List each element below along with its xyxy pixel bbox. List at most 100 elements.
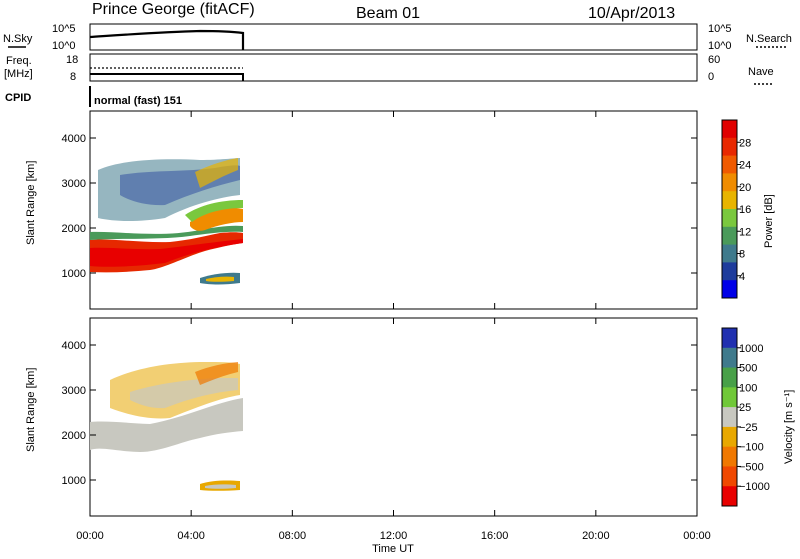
y-tick-label: 4000 bbox=[62, 133, 86, 145]
power-colorbar-tick-label: 24 bbox=[739, 160, 751, 172]
x-tick-label: 20:00 bbox=[582, 530, 610, 542]
velocity-x-ticks: 00:00 04:00 08:00 12:00 16:00 20:00 00:00 bbox=[76, 318, 711, 542]
velocity-colorbar-tick-label: 1000 bbox=[739, 343, 763, 355]
velocity-colorbar-swatch bbox=[722, 466, 737, 487]
velocity-colorbar-swatch bbox=[722, 328, 737, 349]
nsky-right-tick-bottom: 10^0 bbox=[708, 40, 732, 52]
velocity-region-mid-grey bbox=[90, 423, 150, 430]
x-tick-label: 12:00 bbox=[380, 530, 408, 542]
velocity-colorbar-tick-label: 500 bbox=[739, 363, 757, 375]
velocity-heatmap bbox=[90, 362, 243, 491]
nsky-right-label: N.Search bbox=[746, 33, 792, 45]
y-tick-label: 4000 bbox=[62, 340, 86, 352]
velocity-colorbar-tick-label: −25 bbox=[739, 422, 758, 434]
power-colorbar-swatch bbox=[722, 280, 737, 299]
nsky-left-tick-bottom: 10^0 bbox=[52, 40, 76, 52]
velocity-colorbar-swatch bbox=[722, 367, 737, 388]
power-colorbar-swatch bbox=[722, 262, 737, 281]
power-heatmap bbox=[90, 158, 243, 285]
power-ylabel: Slant Range [km] bbox=[25, 161, 37, 245]
velocity-colorbar-swatch bbox=[722, 426, 737, 448]
x-tick-label: 16:00 bbox=[481, 530, 509, 542]
velocity-colorbar-swatches bbox=[722, 328, 737, 507]
nsky-left-tick-top: 10^5 bbox=[52, 23, 76, 35]
freq-right-tick-bottom: 0 bbox=[708, 71, 714, 83]
station-title: Prince George (fitACF) bbox=[92, 1, 255, 18]
y-tick-label: 2000 bbox=[62, 430, 86, 442]
power-colorbar-tick-label: 16 bbox=[739, 204, 751, 216]
power-frame bbox=[89, 110, 698, 310]
nsky-right-tick-top: 10^5 bbox=[708, 23, 732, 35]
velocity-panel: Slant Range [km] 1000 2000 3000 4000 00:00 0… bbox=[25, 317, 711, 555]
power-colorbar-swatch bbox=[722, 226, 737, 246]
velocity-colorbar-tick-label: −100 bbox=[739, 442, 764, 454]
velocity-colorbar-ticks: 1000 500 100 25 −25 −100 −500 −1000 bbox=[737, 343, 770, 493]
y-tick-label: 2000 bbox=[62, 223, 86, 235]
freq-left-label-top: Freq. bbox=[6, 55, 32, 67]
velocity-colorbar-swatch bbox=[722, 486, 737, 507]
power-x-ticks bbox=[89, 111, 698, 309]
nsky-curve bbox=[89, 29, 245, 50]
nave-label: Nave bbox=[748, 66, 774, 78]
velocity-colorbar-frame bbox=[721, 327, 738, 507]
power-colorbar-swatch bbox=[722, 209, 737, 228]
cpid-label: CPID bbox=[5, 92, 31, 104]
freq-left-tick-bottom: 8 bbox=[70, 71, 76, 83]
velocity-colorbar-swatch bbox=[722, 407, 737, 428]
y-tick-label: 1000 bbox=[62, 475, 86, 487]
power-colorbar-swatch bbox=[722, 155, 737, 174]
velocity-colorbar-swatch bbox=[722, 347, 737, 369]
velocity-region-scatter-grey bbox=[130, 378, 238, 409]
power-colorbar-swatch bbox=[722, 244, 737, 263]
velocity-y-ticks: 1000 2000 3000 4000 bbox=[62, 340, 697, 487]
power-region-scatter-top bbox=[195, 158, 238, 188]
cpid-value: normal (fast) 151 bbox=[94, 95, 182, 107]
nsky-left-label: N.Sky bbox=[3, 33, 33, 45]
power-colorbar-tick-label: 20 bbox=[739, 182, 751, 194]
power-colorbar: 4 8 12 16 20 24 28 Power [dB] bbox=[721, 119, 775, 299]
velocity-colorbar-swatch bbox=[722, 446, 737, 467]
x-tick-label: 08:00 bbox=[279, 530, 307, 542]
nsky-frame bbox=[89, 23, 698, 51]
power-region-low-patch-core bbox=[206, 276, 234, 282]
velocity-colorbar-swatch bbox=[722, 387, 737, 408]
freq-right-tick-top: 60 bbox=[708, 54, 720, 66]
freq-panel: Freq. [MHz] 18 8 60 0 Nave bbox=[4, 53, 774, 85]
velocity-colorbar-tick-label: −500 bbox=[739, 461, 764, 473]
power-panel: Slant Range [km] 1000 2000 3000 4000 bbox=[25, 110, 698, 310]
y-tick-label: 1000 bbox=[62, 268, 86, 280]
power-y-ticks: 1000 2000 3000 4000 bbox=[62, 133, 697, 280]
power-colorbar-tick-label: 8 bbox=[739, 249, 745, 261]
velocity-ylabel: Slant Range [km] bbox=[25, 368, 37, 452]
power-colorbar-swatch bbox=[722, 173, 737, 192]
freq-line bbox=[90, 73, 244, 81]
date-title: 10/Apr/2013 bbox=[588, 5, 675, 22]
y-tick-label: 3000 bbox=[62, 178, 86, 190]
power-colorbar-swatches bbox=[722, 120, 737, 299]
power-colorbar-tick-label: 4 bbox=[739, 271, 745, 283]
power-colorbar-swatch bbox=[722, 137, 737, 157]
freq-left-tick-top: 18 bbox=[66, 54, 78, 66]
power-colorbar-ticks: 4 8 12 16 20 24 28 bbox=[737, 137, 751, 283]
power-colorbar-tick-label: 12 bbox=[739, 226, 751, 238]
x-tick-label: 00:00 bbox=[683, 530, 711, 542]
power-region-upper-edge bbox=[185, 200, 243, 222]
beam-title: Beam 01 bbox=[356, 5, 420, 22]
power-region-upper-band bbox=[190, 207, 243, 231]
velocity-xlabel: Time UT bbox=[372, 543, 414, 554]
power-colorbar-label: Power [dB] bbox=[763, 194, 775, 248]
velocity-colorbar: 1000 500 100 25 −25 −100 −500 −1000 Velocity [m… bbox=[721, 327, 795, 507]
freq-left-label-bottom: [MHz] bbox=[4, 68, 33, 80]
nsky-panel: N.Sky 10^5 10^0 10^5 10^0 N.Search bbox=[3, 23, 792, 52]
velocity-colorbar-label: Velocity [m s⁻¹] bbox=[783, 390, 795, 464]
velocity-region-low-patch-grey bbox=[205, 484, 236, 489]
power-colorbar-tick-label: 28 bbox=[739, 137, 751, 149]
y-tick-label: 3000 bbox=[62, 385, 86, 397]
power-colorbar-swatch bbox=[722, 120, 737, 139]
velocity-region-top-patch bbox=[195, 362, 238, 385]
velocity-colorbar-tick-label: 25 bbox=[739, 402, 751, 414]
power-region-main-band-core bbox=[90, 239, 243, 267]
velocity-colorbar-tick-label: −1000 bbox=[739, 481, 770, 493]
x-tick-label: 04:00 bbox=[177, 530, 205, 542]
